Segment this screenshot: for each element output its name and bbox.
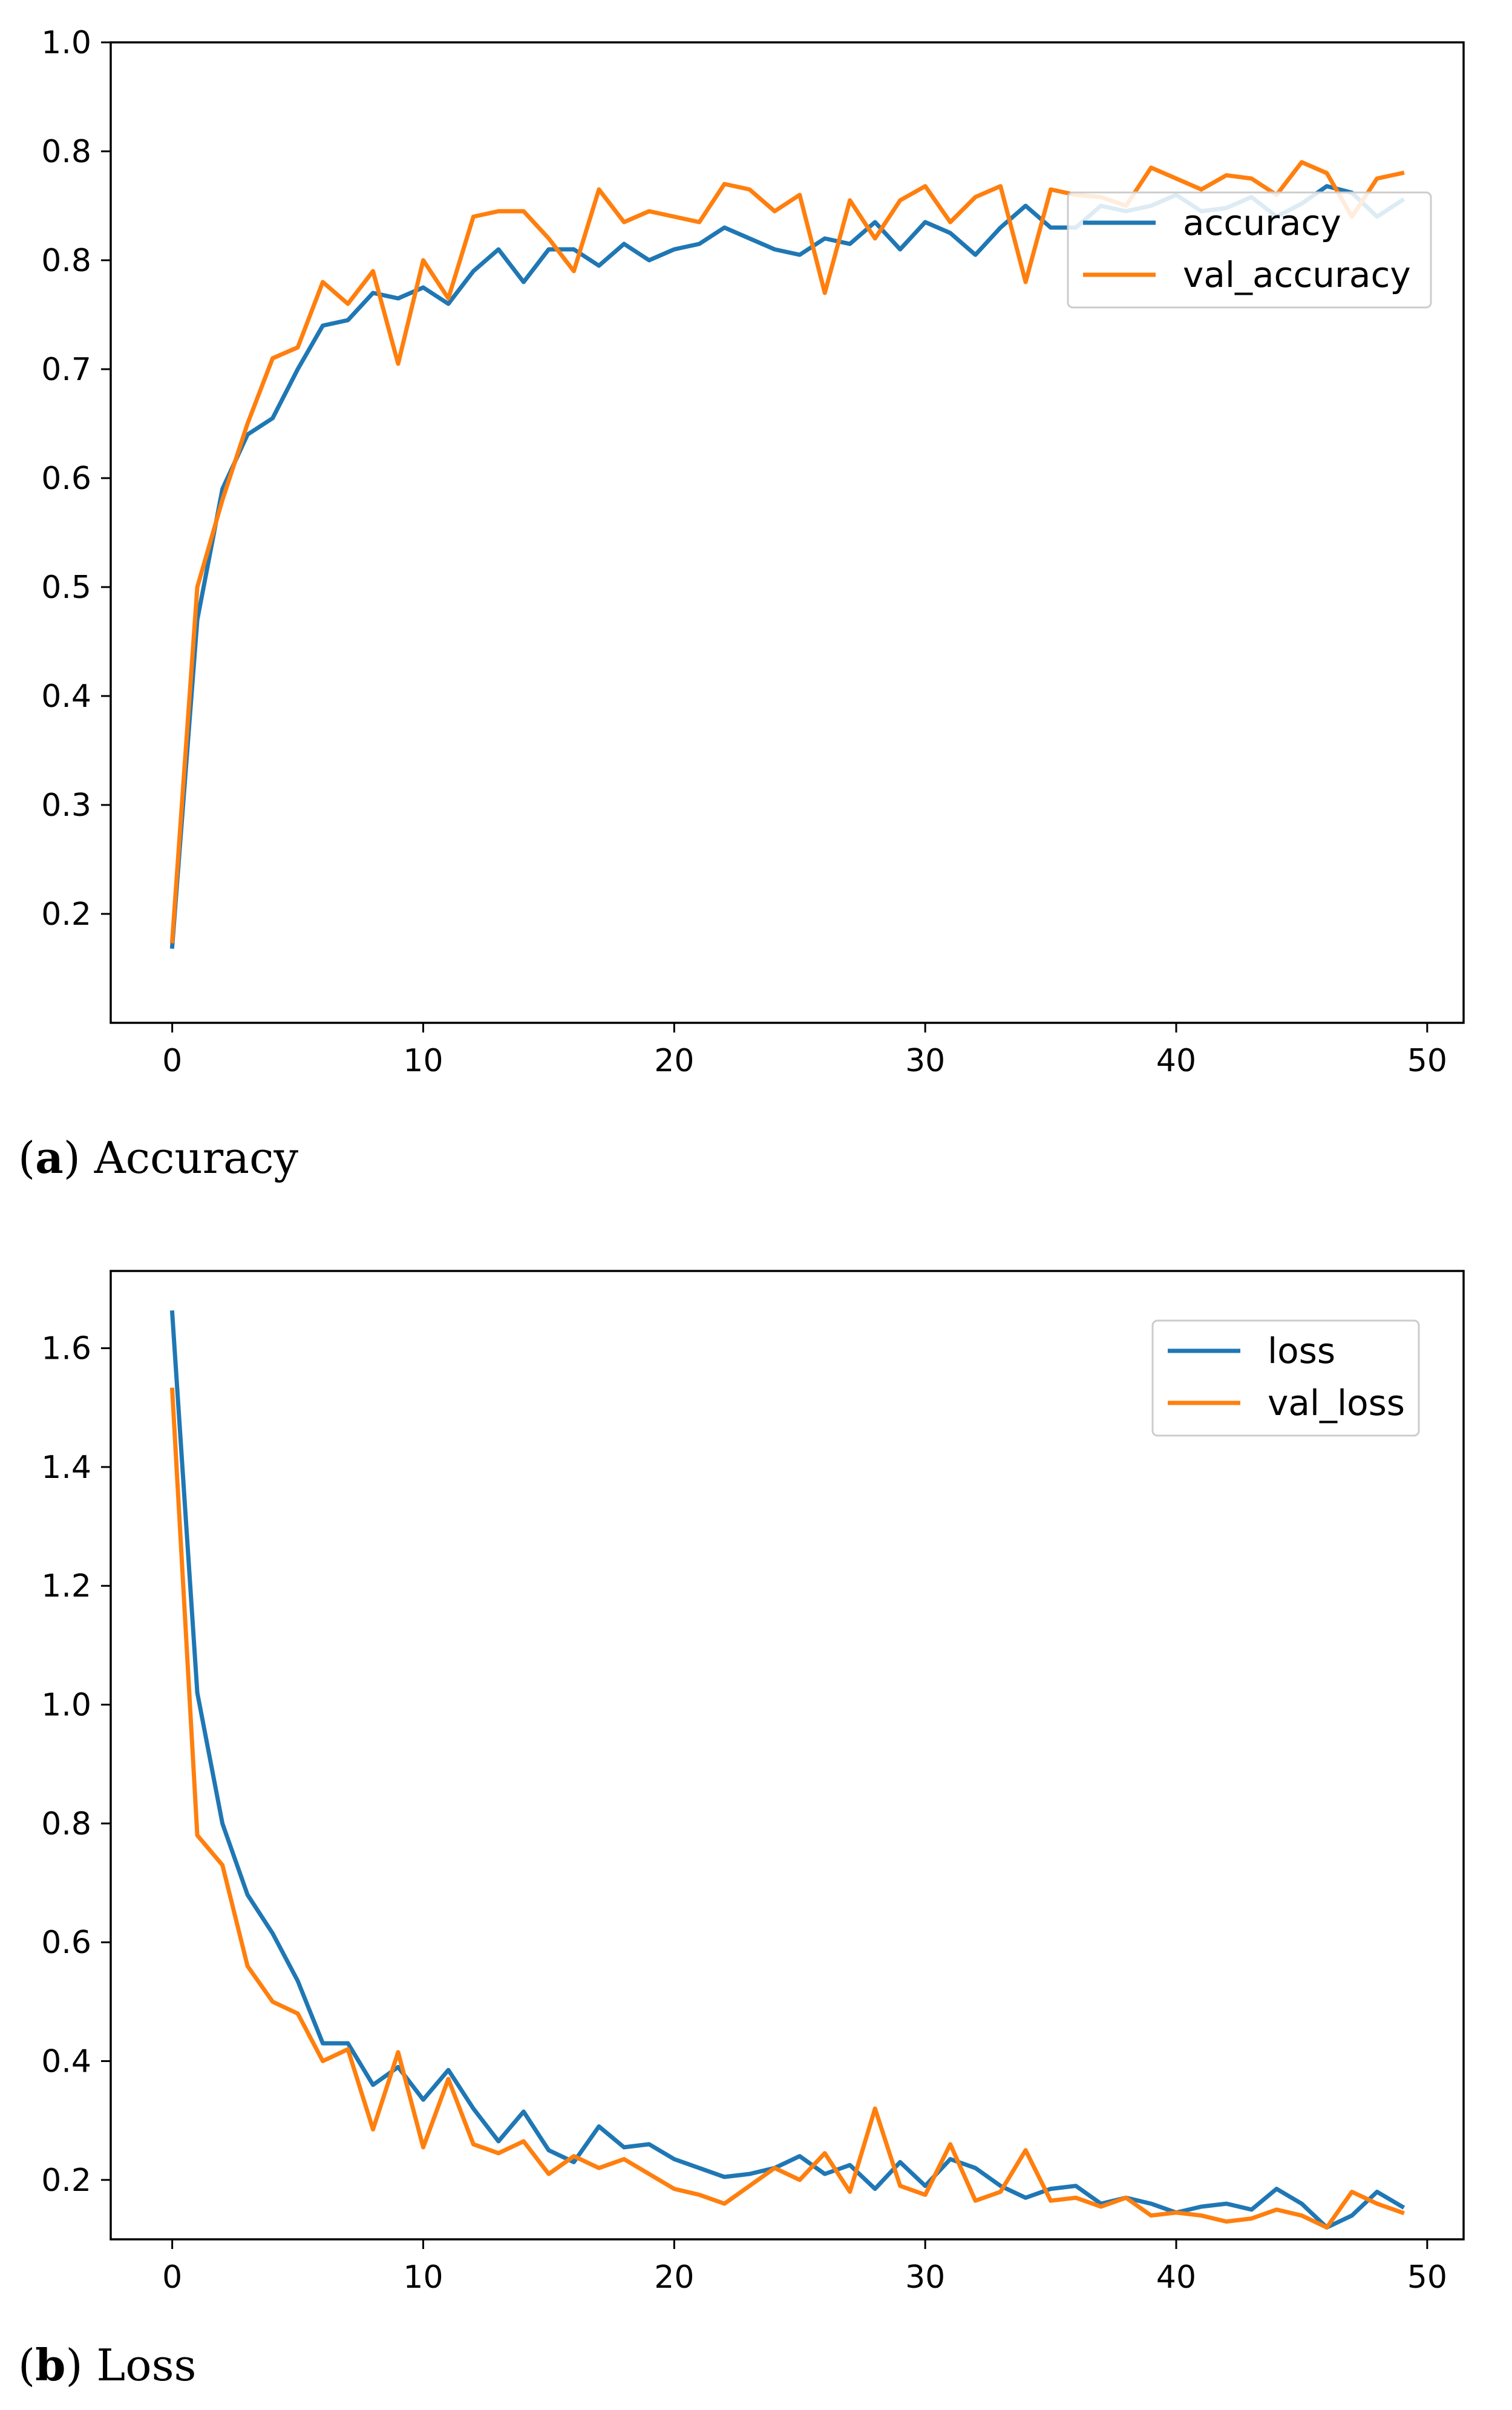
caption-a-title: Accuracy bbox=[94, 1132, 299, 1183]
series-line-loss bbox=[169, 1310, 1406, 2230]
y-tick-label: 0.8 bbox=[41, 1806, 91, 1842]
series-line-val-loss bbox=[169, 1387, 1405, 2230]
legend-box bbox=[1067, 191, 1432, 309]
y-tick-label: 0.2 bbox=[41, 2162, 91, 2199]
y-tick-label: 0.4 bbox=[41, 2044, 91, 2080]
caption-b: (b) Loss bbox=[18, 2339, 197, 2391]
plot-frame bbox=[110, 41, 1465, 1024]
y-tick-label: 1.2 bbox=[41, 1568, 91, 1604]
chart-loss: 0 10 20 30 40 50 0.2 0.4 0.6 0.8 1.0 1.2 1.4 1.6 loss v… bbox=[41, 1270, 1465, 2296]
x-tick-label: 0 bbox=[162, 2259, 182, 2296]
legend-label-val-accuracy: val_accuracy bbox=[1183, 254, 1411, 295]
legend-label-loss: loss bbox=[1268, 1330, 1335, 1371]
y-tick-label: 0.8 bbox=[41, 134, 91, 170]
x-tick-label: 20 bbox=[654, 1043, 694, 1079]
plot-frame bbox=[110, 1270, 1465, 2241]
caption-b-title: Loss bbox=[96, 2340, 197, 2391]
y-tick-label: 0.5 bbox=[41, 570, 91, 606]
y-tick-label: 0.4 bbox=[41, 678, 91, 715]
y-tick-label: 1.0 bbox=[41, 1687, 91, 1724]
x-tick-label: 50 bbox=[1407, 2259, 1447, 2296]
caption-b-letter: b bbox=[35, 2339, 66, 2391]
x-tick-label: 10 bbox=[403, 2259, 443, 2296]
caption-a-letter: a bbox=[35, 1132, 64, 1183]
x-tick-label: 50 bbox=[1407, 1043, 1447, 1079]
x-tick-label: 20 bbox=[654, 2259, 694, 2296]
x-tick-label: 40 bbox=[1156, 1043, 1196, 1079]
y-tick-label: 1.6 bbox=[41, 1331, 91, 1367]
y-tick-label: 0.6 bbox=[41, 1925, 91, 1961]
y-tick-label: 1.4 bbox=[41, 1450, 91, 1486]
legend-label-accuracy: accuracy bbox=[1183, 202, 1341, 243]
y-tick-label: 0.2 bbox=[41, 896, 91, 933]
caption-a: (a) Accuracy bbox=[18, 1132, 299, 1183]
x-tick-label: 40 bbox=[1156, 2259, 1196, 2296]
x-tick-label: 10 bbox=[403, 1043, 443, 1079]
x-tick-label: 30 bbox=[905, 2259, 945, 2296]
legend-label-val-loss: val_loss bbox=[1268, 1382, 1405, 1423]
x-tick-label: 30 bbox=[905, 1043, 945, 1079]
y-tick-label: 0.8 bbox=[41, 243, 91, 279]
series-line-val-accuracy bbox=[169, 160, 1405, 944]
x-tick-label: 0 bbox=[162, 1043, 182, 1079]
y-tick-label: 0.7 bbox=[41, 352, 91, 388]
y-tick-label: 1.0 bbox=[41, 25, 91, 61]
y-tick-label: 0.3 bbox=[41, 787, 91, 824]
y-tick-label: 0.6 bbox=[41, 461, 91, 497]
chart-accuracy: 0 10 20 30 40 50 0.2 0.3 0.4 0.5 0.6 0.7 0.8 0.8 1.0 ac… bbox=[41, 25, 1465, 1079]
